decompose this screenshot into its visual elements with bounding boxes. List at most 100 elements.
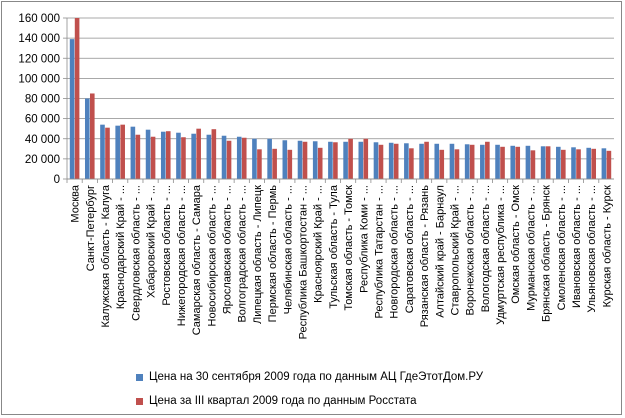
bar-series-2-5 bbox=[135, 134, 141, 179]
bar-series-2-13 bbox=[257, 149, 262, 179]
x-tick-label: Волгоградская область - ... bbox=[237, 185, 249, 323]
bar-series-1-18 bbox=[328, 141, 333, 179]
bar-series-2-36 bbox=[606, 150, 612, 179]
bar-series-1-9 bbox=[191, 133, 196, 179]
bar-series-2-4 bbox=[120, 124, 125, 179]
x-tick-label: Новгородская область - ... bbox=[389, 185, 401, 319]
bar-series-1-15 bbox=[282, 140, 288, 179]
bar-series-1-2 bbox=[84, 98, 90, 179]
bar-series-2-3 bbox=[105, 127, 110, 179]
bar-series-1-30 bbox=[510, 145, 516, 179]
legend-label-series-2: Цена за III квартал 2009 года по данным … bbox=[149, 395, 417, 407]
bar-series-2-11 bbox=[226, 140, 232, 179]
y-tick-label: 0 bbox=[54, 174, 60, 186]
x-tick-label: Вологодская область - ... bbox=[480, 185, 492, 312]
bar-series-2-8 bbox=[181, 137, 186, 179]
bar-series-1-11 bbox=[221, 135, 227, 179]
bar-series-2-15 bbox=[287, 149, 293, 179]
bar-series-2-14 bbox=[272, 148, 277, 179]
bar-series-2-20 bbox=[363, 138, 369, 179]
bar-series-2-1 bbox=[74, 18, 80, 179]
bar-series-1-34 bbox=[571, 147, 576, 179]
bar-series-2-24 bbox=[424, 141, 429, 179]
y-tick-label: 40 000 bbox=[25, 134, 60, 146]
legend-entry-series-2: Цена за III квартал 2009 года по данным … bbox=[136, 395, 417, 407]
bar-series-2-31 bbox=[530, 150, 536, 179]
bar-series-2-34 bbox=[576, 149, 581, 179]
x-tick-label: Ярославская область - ... bbox=[222, 185, 234, 314]
y-tick-label: 20 000 bbox=[25, 154, 60, 166]
bar-series-2-22 bbox=[393, 143, 399, 179]
x-tick-label: Ставропольский Край - ... bbox=[449, 185, 461, 315]
bar-series-2-16 bbox=[302, 141, 308, 179]
x-tick-label: Калужская область - Калуга bbox=[100, 184, 112, 327]
x-tick-label: Воронежская область - ... bbox=[465, 185, 477, 315]
x-tick-label: Самарская область - Самара bbox=[191, 184, 203, 335]
bar-series-2-23 bbox=[409, 148, 414, 179]
x-tick-label: Брянская область - Брянск bbox=[541, 185, 553, 322]
x-tick-label: Свердловская область - ... bbox=[130, 185, 142, 321]
x-tick-label: Омская область - Омск bbox=[510, 185, 522, 304]
x-tick-label: Республика Башкортостан - ... bbox=[298, 185, 310, 339]
bar-series-2-35 bbox=[591, 148, 597, 179]
bar-series-1-32 bbox=[540, 146, 546, 179]
bar-series-2-6 bbox=[150, 136, 156, 179]
x-tick-label: Удмуртская республика - ... bbox=[495, 185, 507, 325]
x-tick-label: Тульская область - Тула bbox=[328, 184, 340, 308]
bar-series-2-30 bbox=[515, 146, 521, 179]
bar-series-1-16 bbox=[297, 140, 303, 179]
x-tick-label: Челябинская область - ... bbox=[282, 185, 294, 314]
legend-swatch-series-2 bbox=[136, 397, 143, 405]
bar-series-1-1 bbox=[69, 39, 75, 179]
bar-series-2-27 bbox=[469, 144, 475, 179]
bar-series-1-25 bbox=[434, 143, 440, 179]
y-tick-label: 80 000 bbox=[25, 94, 60, 106]
bar-series-2-19 bbox=[348, 138, 353, 179]
bar-series-1-4 bbox=[115, 125, 120, 179]
bar-series-1-28 bbox=[480, 144, 485, 179]
x-tick-label: Республика Коми - ... bbox=[358, 185, 370, 293]
bar-series-1-5 bbox=[130, 126, 136, 179]
x-tick-label: Москва bbox=[70, 184, 82, 222]
bar-series-2-18 bbox=[333, 142, 338, 179]
bar-series-1-23 bbox=[404, 143, 409, 179]
bar-series-1-26 bbox=[449, 143, 455, 179]
bar-series-1-31 bbox=[525, 145, 531, 179]
bar-series-1-20 bbox=[358, 141, 364, 179]
bar-series-1-3 bbox=[100, 124, 105, 179]
x-tick-label: Красноярский Край - ... bbox=[313, 185, 325, 303]
bar-series-1-13 bbox=[252, 138, 257, 179]
legend-swatch-series-1 bbox=[136, 373, 143, 381]
bar-series-2-17 bbox=[317, 147, 323, 179]
bar-series-1-35 bbox=[586, 147, 592, 179]
bar-series-1-7 bbox=[160, 131, 166, 179]
x-tick-label: Пермская область - Пермь bbox=[267, 185, 279, 323]
bar-series-2-26 bbox=[454, 149, 460, 179]
bar-series-1-19 bbox=[343, 141, 348, 179]
bar-series-1-29 bbox=[495, 144, 500, 179]
bar-series-1-33 bbox=[556, 146, 561, 179]
x-tick-label: Ростовская область - ... bbox=[161, 185, 173, 306]
bar-series-1-22 bbox=[388, 142, 394, 179]
legend-label-series-1: Цена на 30 сентября 2009 года по данным … bbox=[149, 371, 484, 383]
bar-series-2-9 bbox=[196, 128, 201, 179]
x-tick-label: Курская область - Курск bbox=[601, 185, 613, 307]
y-tick-label: 160 000 bbox=[18, 13, 60, 25]
x-tick-label: Мурманская область - ... bbox=[525, 185, 537, 311]
bar-series-2-28 bbox=[485, 141, 490, 179]
bar-series-1-6 bbox=[145, 129, 151, 179]
bar-series-2-21 bbox=[378, 144, 384, 179]
bar-series-2-7 bbox=[165, 131, 171, 179]
bar-series-1-8 bbox=[176, 132, 181, 179]
x-tick-label: Ивановская область - ... bbox=[571, 185, 583, 308]
x-tick-label: Нижегородская область - ... bbox=[176, 185, 188, 326]
bar-series-2-32 bbox=[545, 146, 551, 179]
x-tick-label: Рязанская область - Рязань bbox=[419, 185, 431, 328]
bar-series-2-12 bbox=[241, 137, 247, 179]
bar-series-2-25 bbox=[439, 149, 445, 179]
legend-entry-series-1: Цена на 30 сентября 2009 года по данным … bbox=[136, 371, 483, 383]
bar-series-2-33 bbox=[561, 149, 566, 179]
y-tick-label: 100 000 bbox=[18, 73, 60, 85]
